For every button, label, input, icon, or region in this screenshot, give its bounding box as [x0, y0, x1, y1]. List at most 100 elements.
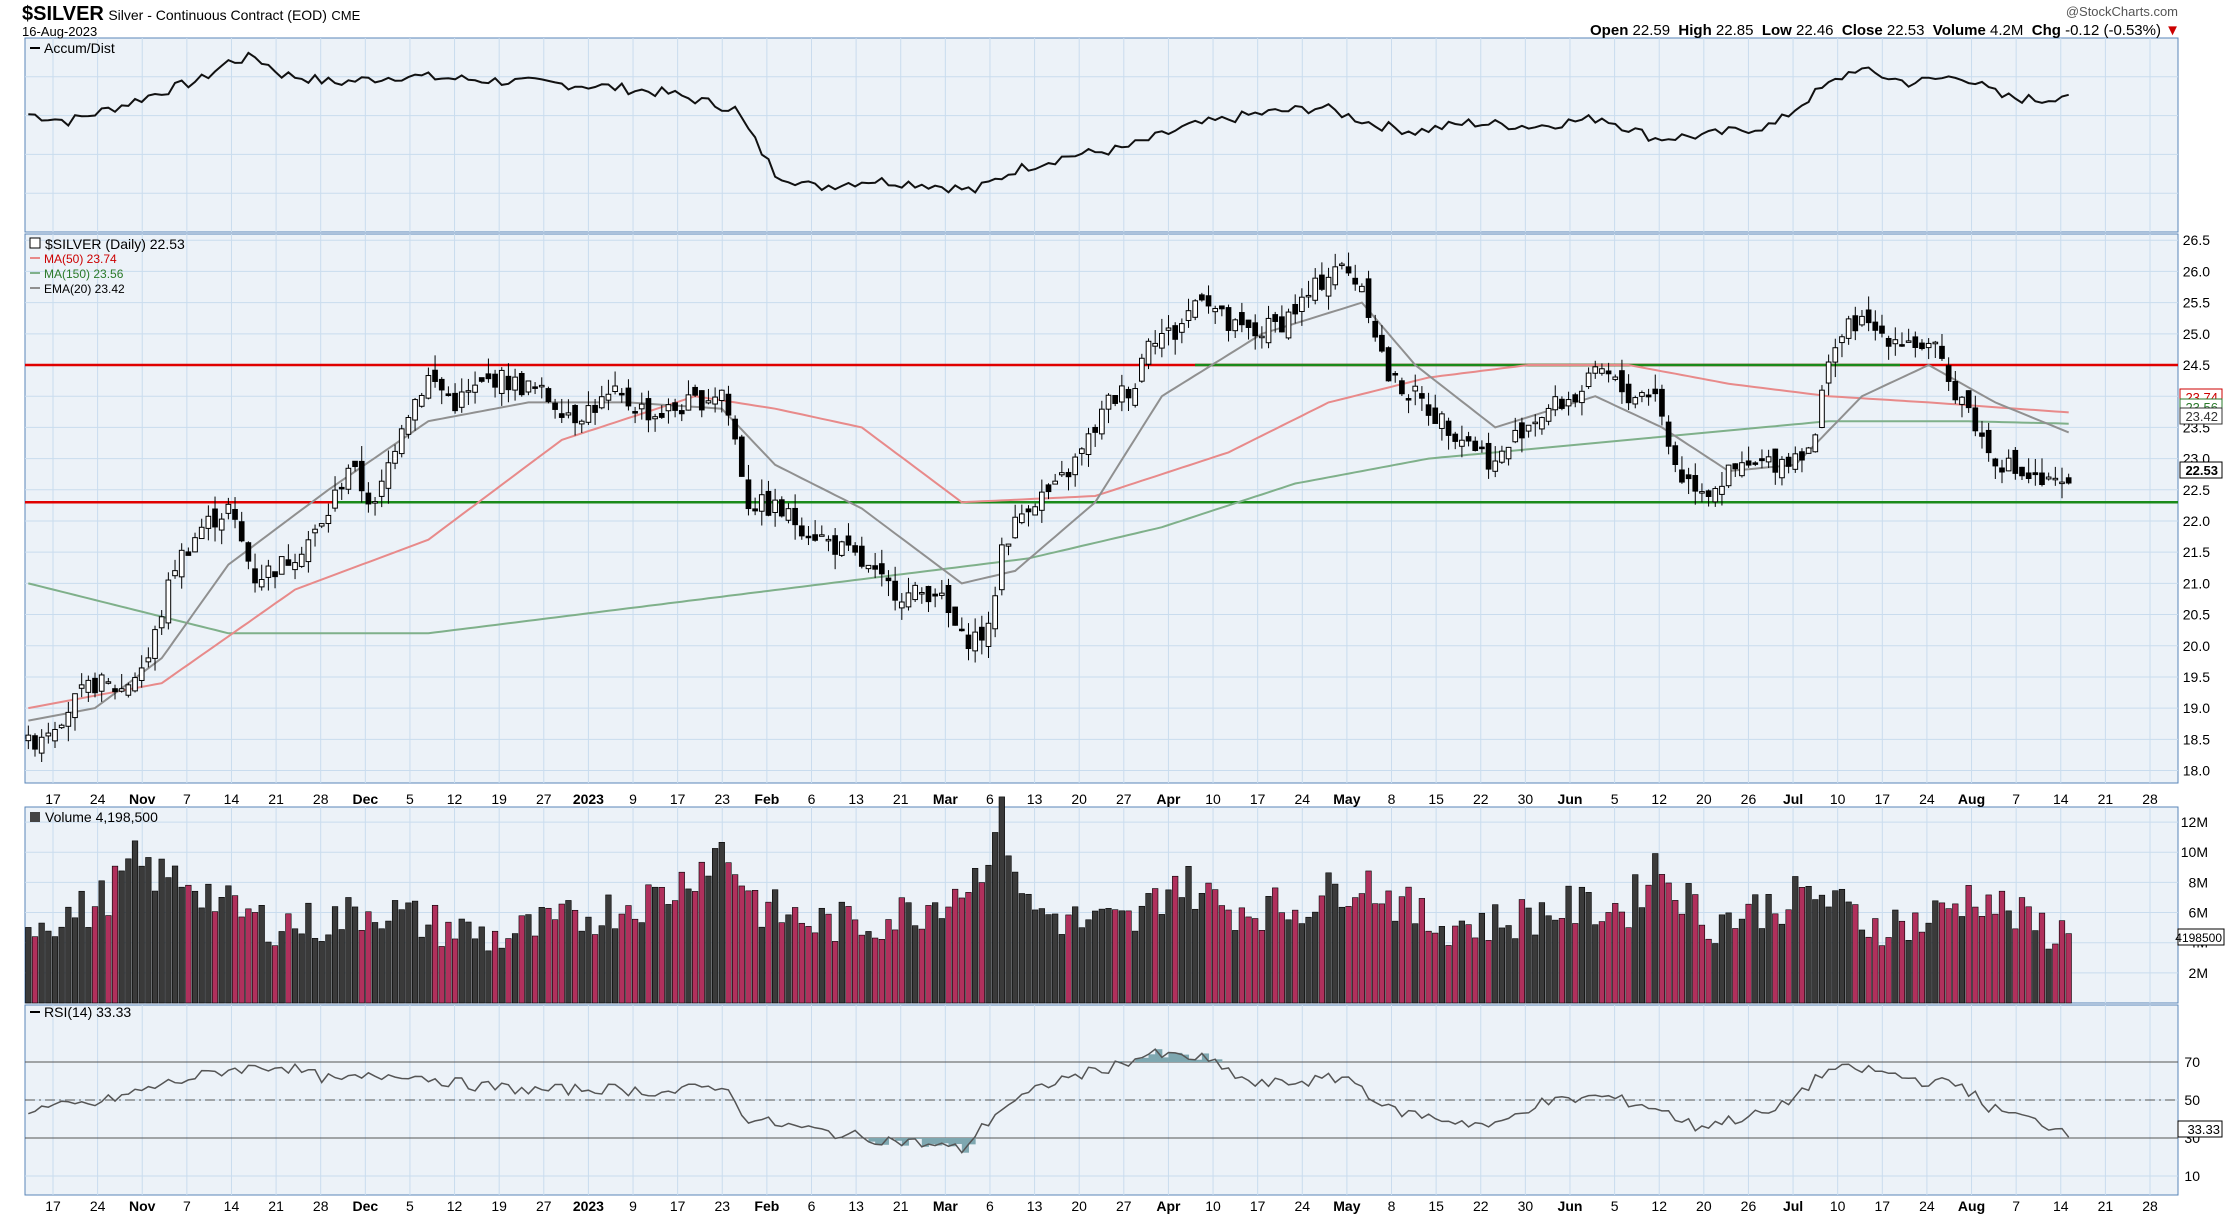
open-label: Open	[1590, 22, 1629, 39]
x-tick-label-rsi: Nov	[129, 1198, 156, 1214]
candle-body	[1905, 340, 1912, 343]
candle-body	[1705, 490, 1712, 497]
volume-bar	[531, 935, 539, 1004]
volume-bar	[1905, 940, 1912, 1004]
volume-bar	[692, 891, 699, 1004]
candle-body	[252, 568, 258, 584]
candle-body	[1945, 365, 1952, 382]
volume-bar	[1405, 886, 1412, 1004]
rsi-overbought-fill	[1175, 1052, 1183, 1062]
candle-body	[1239, 312, 1245, 326]
volume-bar	[625, 905, 632, 1004]
candle-body	[432, 369, 438, 382]
x-tick-label-rsi: 7	[183, 1198, 191, 1214]
candle-body	[1499, 450, 1505, 463]
ohlc-summary: Open 22.59 High 22.85 Low 22.46 Close 22…	[1590, 22, 2180, 39]
volume-bar	[938, 918, 945, 1004]
volume-bar	[305, 902, 312, 1004]
volume-bar	[1078, 927, 1085, 1004]
symbol: $SILVER	[22, 3, 104, 25]
x-tick-label-rsi: 28	[313, 1198, 329, 1214]
candle-body	[105, 681, 112, 684]
volume-bar	[491, 930, 499, 1004]
candle-body	[458, 391, 465, 408]
volume-bar	[618, 913, 625, 1004]
volume-bar	[1052, 913, 1059, 1004]
candle-body	[318, 523, 325, 527]
volume-bar	[258, 905, 265, 1004]
volume-bar	[972, 868, 979, 1004]
volume-bar	[325, 934, 332, 1004]
volume-bar	[1298, 923, 1305, 1004]
volume-bar	[1072, 906, 1079, 1004]
volume-bar	[1165, 889, 1172, 1004]
candle-body	[925, 585, 932, 603]
volume-bar	[658, 886, 665, 1004]
candle-body	[558, 413, 565, 418]
x-tick-label-price: 2023	[573, 791, 604, 807]
candle-body	[1445, 420, 1452, 436]
candle-body	[1919, 342, 1925, 350]
rsi-overbought-fill	[1141, 1057, 1150, 1062]
volume-bar	[1365, 870, 1372, 1004]
candle-body	[972, 631, 978, 652]
candle-body	[1012, 516, 1018, 539]
candle-body	[598, 396, 605, 409]
candle-body	[645, 398, 652, 421]
price-y-tick-label: 25.5	[2183, 295, 2210, 311]
x-tick-label-price: 5	[406, 791, 414, 807]
candle-body	[1812, 434, 1819, 453]
candle-body	[1772, 448, 1779, 473]
volume-bar	[1605, 912, 1612, 1004]
volume-bar	[865, 931, 872, 1004]
candle-body	[872, 565, 878, 570]
candle-body	[712, 396, 718, 405]
rsi-overbought-fill	[1181, 1054, 1190, 1062]
volume-bar	[118, 870, 125, 1004]
volume-bar	[1152, 888, 1159, 1004]
volume-bar	[571, 909, 579, 1004]
x-tick-label-rsi: 2023	[573, 1198, 604, 1214]
candle-body	[892, 580, 898, 601]
volume-bar	[1018, 893, 1025, 1004]
candle-body	[832, 535, 838, 555]
price-value-tag: 22.53	[2185, 463, 2218, 478]
candle-body	[2059, 481, 2065, 485]
candle-body	[1165, 327, 1172, 331]
volume-bar	[131, 840, 139, 1004]
rsi-oversold-fill	[961, 1138, 969, 1153]
volume-bar	[38, 922, 45, 1004]
volume-bar	[1218, 905, 1225, 1004]
candle-body	[745, 479, 752, 510]
candle-body	[365, 492, 372, 505]
candle-body	[1099, 408, 1105, 435]
volume-bar	[1252, 918, 1259, 1004]
candle-body	[1212, 308, 1219, 313]
candle-body	[725, 393, 732, 416]
volume-bar	[205, 883, 212, 1004]
x-tick-label-price: 26	[1741, 791, 1757, 807]
price-y-tick-label: 25.0	[2183, 326, 2210, 342]
volume-bar	[345, 897, 352, 1004]
volume-bar	[218, 896, 225, 1004]
candle-body	[1352, 277, 1359, 285]
volume-bar	[1412, 923, 1419, 1004]
candle-body	[2045, 476, 2052, 480]
candle-body	[452, 392, 458, 412]
volume-bar	[705, 875, 712, 1004]
volume-bar	[1772, 913, 1779, 1004]
volume-bar	[65, 906, 72, 1004]
volume-bar	[985, 864, 992, 1004]
candle-body	[838, 541, 845, 556]
volume-bar	[1778, 923, 1786, 1004]
candle-body	[685, 394, 692, 411]
volume-bar	[565, 900, 572, 1004]
volume-y-tick-label: 8M	[2189, 874, 2208, 890]
candle-body	[312, 528, 318, 534]
candle-body	[1599, 368, 1605, 374]
x-tick-label-price: 27	[1116, 791, 1132, 807]
candle-body	[138, 667, 145, 681]
volume-bar	[1092, 910, 1099, 1004]
volume-bar	[465, 921, 472, 1004]
x-tick-label-rsi: Apr	[1156, 1198, 1181, 1214]
